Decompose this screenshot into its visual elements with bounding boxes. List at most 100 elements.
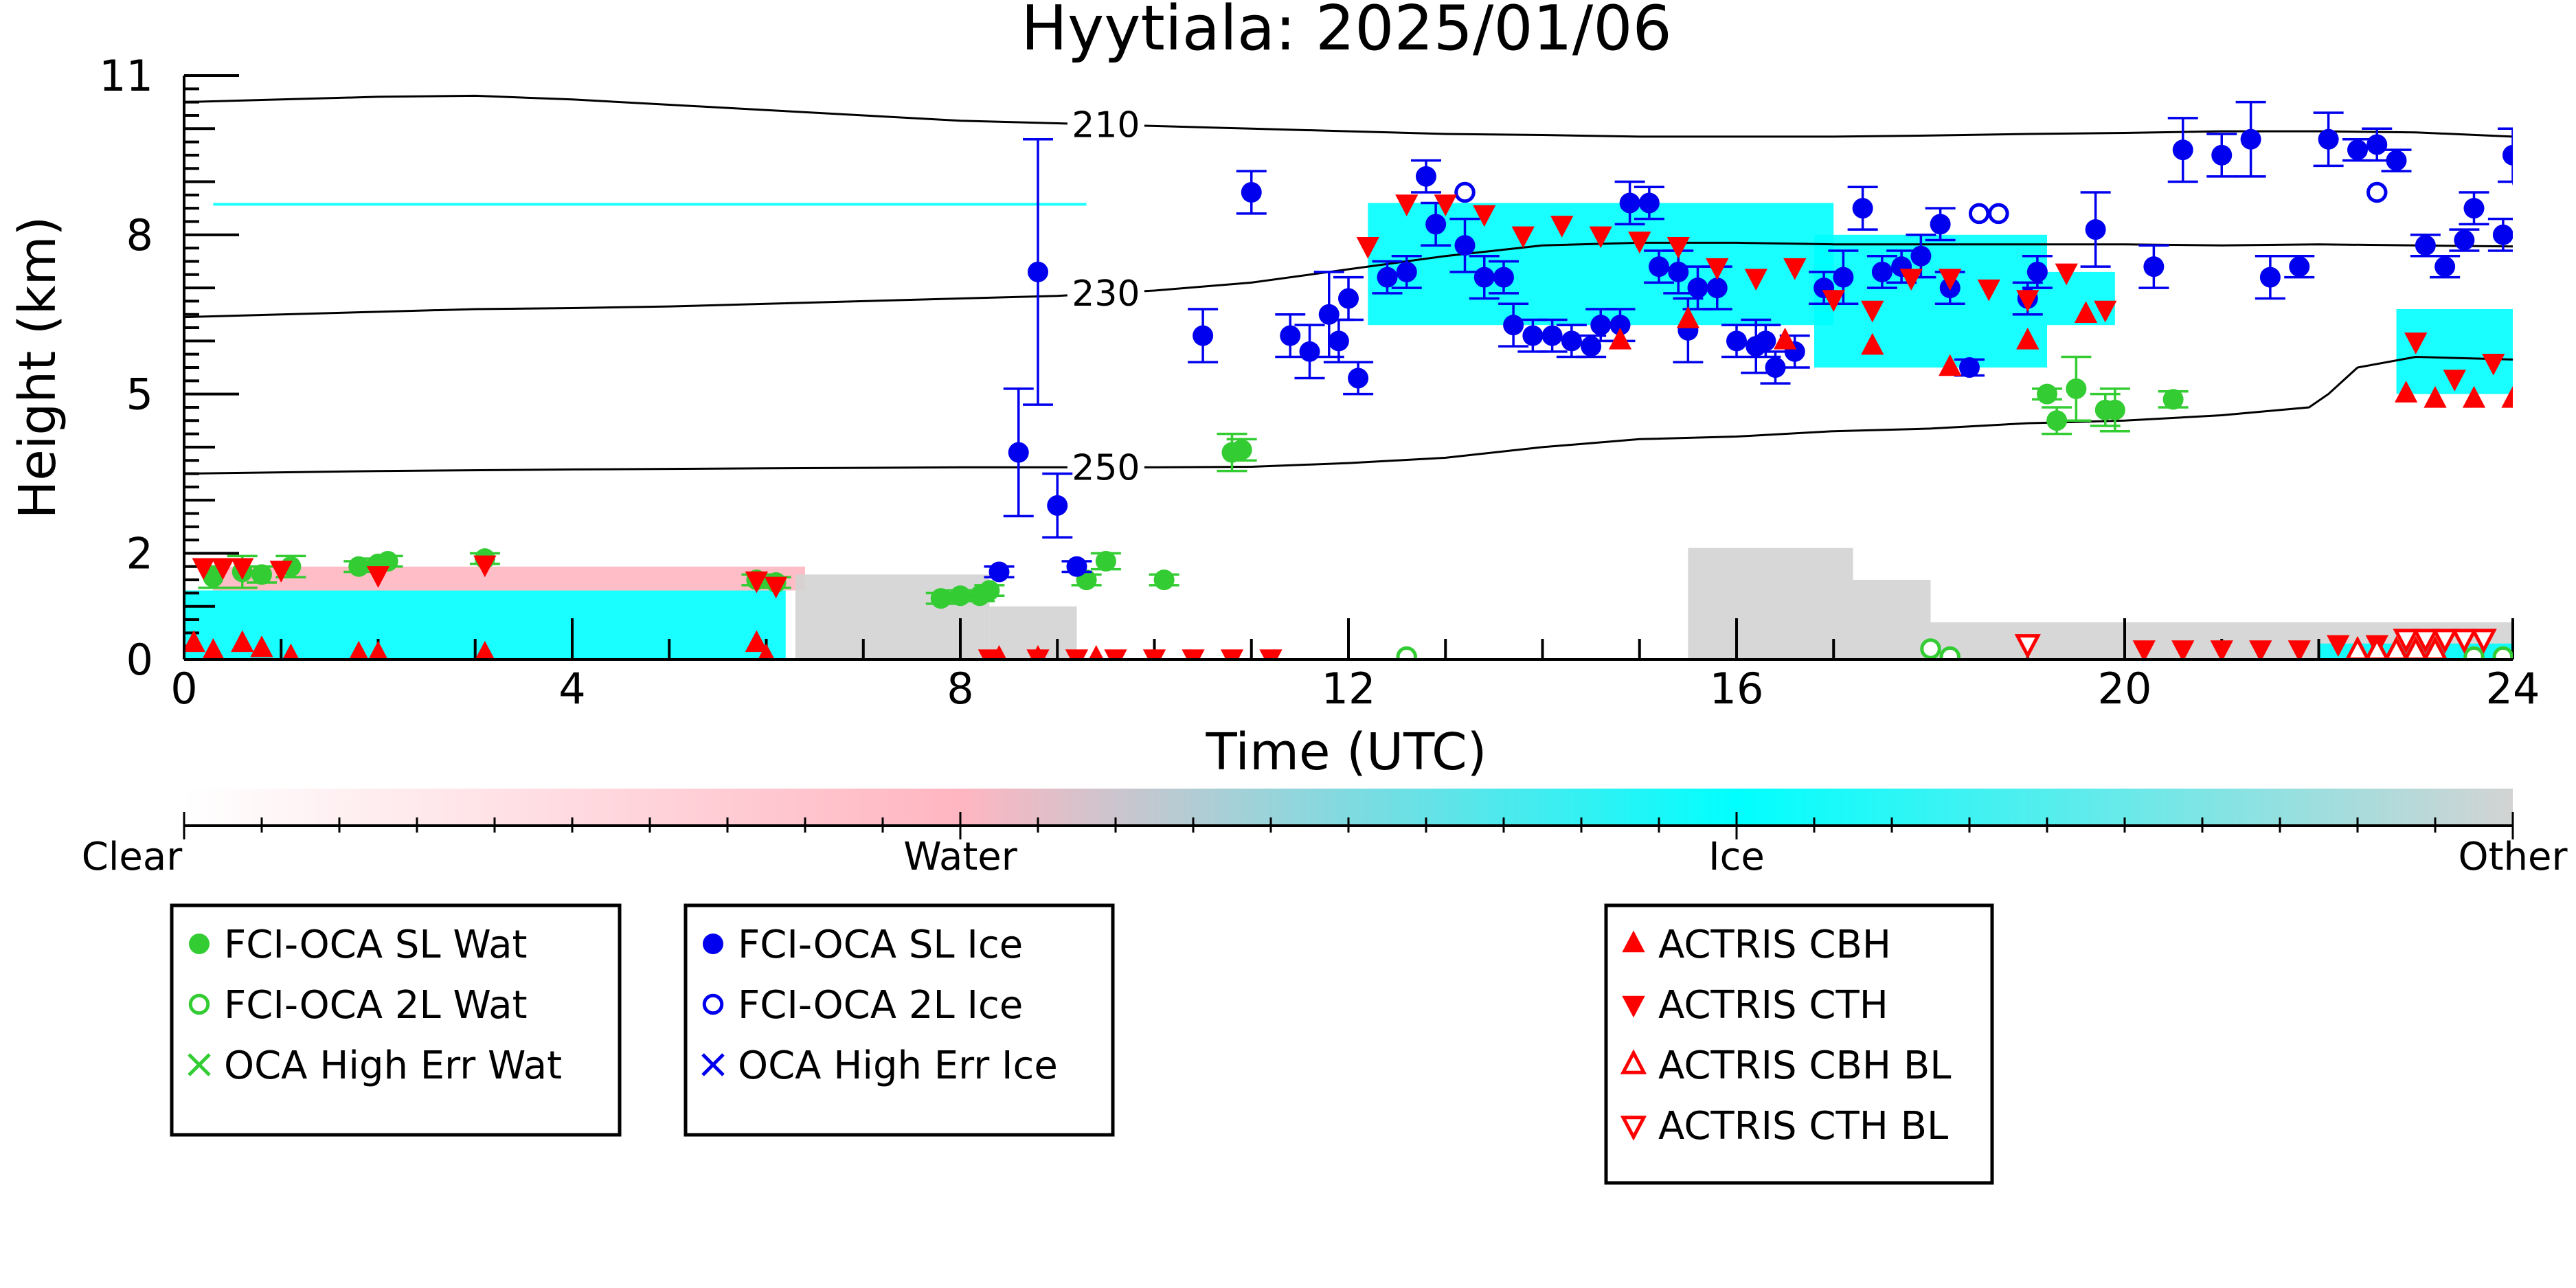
data-point (211, 558, 235, 580)
legend-entry-label: OCA High Err Ice (738, 1043, 1058, 1088)
data-point (1861, 332, 1884, 355)
data-point (979, 580, 1000, 601)
data-point (2424, 385, 2447, 408)
data-point (231, 630, 254, 653)
legend-entry-label: FCI-OCA 2L Ice (738, 983, 1023, 1028)
data-point (2055, 263, 2078, 286)
contour-line-210 (184, 94, 2513, 138)
legend-box-actris: ACTRIS CBH ACTRIS CTH ACTRIS CBH BL ACTRIS … (1604, 903, 1994, 1185)
colorbar-label-other: Other (2458, 835, 2568, 879)
x-tick-label: 12 (1322, 664, 1376, 714)
data-point (1425, 214, 1447, 235)
data-point (282, 643, 300, 659)
contour-label-210: 210 (1072, 104, 1140, 146)
data-point (2104, 399, 2125, 420)
data-point (2394, 381, 2418, 403)
data-point (1590, 315, 1612, 336)
data-point (758, 643, 775, 659)
legend-marker (1620, 1049, 1647, 1074)
data-point (251, 564, 272, 585)
data-point (1744, 269, 1767, 291)
legend-entry-label: ACTRIS CTH BL (1658, 1104, 1948, 1149)
data-point (2386, 150, 2407, 171)
data-point (1541, 325, 1563, 346)
data-point (930, 588, 951, 609)
legend-entry-label: ACTRIS CBH (1658, 923, 1891, 967)
data-point (2412, 629, 2439, 654)
data-point (1434, 194, 1457, 216)
legend-marker (703, 934, 723, 954)
data-point (192, 558, 215, 580)
data-point (1609, 315, 1631, 336)
data-point (348, 556, 370, 577)
legend-frame (683, 903, 1115, 1137)
data-point (2172, 139, 2193, 161)
data-point (1581, 336, 1602, 357)
contour-label-230: 230 (1072, 273, 1140, 315)
data-point (2211, 144, 2233, 166)
data-point (2143, 256, 2165, 278)
data-point (2502, 144, 2513, 166)
data-point (1104, 649, 1127, 659)
data-point (1977, 279, 2000, 302)
data-point (1473, 205, 1496, 227)
data-point (1299, 341, 1320, 362)
x-tick-label: 8 (947, 664, 973, 714)
data-point (2462, 385, 2486, 408)
data-point (2287, 640, 2311, 659)
data-point (2094, 300, 2117, 323)
data-point (2366, 181, 2388, 203)
data-point (1280, 325, 1301, 346)
data-point (978, 649, 1002, 659)
data-point (2085, 219, 2106, 240)
data-point (1416, 166, 1436, 187)
x-tick-label: 20 (2098, 664, 2152, 714)
data-point (1939, 354, 1962, 376)
data-point (1589, 226, 1612, 249)
data-point (1939, 269, 1962, 291)
data-point (1493, 267, 1514, 288)
data-point (2026, 261, 2048, 282)
data-point (2240, 128, 2261, 150)
data-point (1649, 256, 1669, 278)
legend-marker (188, 1053, 211, 1076)
contour-label-bg (1067, 447, 1144, 488)
data-point (2482, 354, 2505, 376)
data-point (1706, 258, 1729, 280)
data-point (2347, 139, 2368, 161)
chart-title: Hyytiala: 2025/01/06 (1021, 0, 1671, 65)
data-point (473, 555, 497, 578)
data-point (1773, 327, 1797, 350)
data-point (1822, 290, 1845, 312)
data-point (231, 558, 254, 580)
data-point (1338, 288, 1359, 309)
data-point (1008, 442, 1029, 463)
x-tick-labels: 0 4 8 12 16 20 24 (170, 664, 2540, 714)
data-point (2463, 646, 2485, 659)
legend-marker (701, 1053, 725, 1076)
data-point (2289, 256, 2310, 278)
data-point (2037, 383, 2057, 405)
data-point (1676, 306, 1700, 328)
data-point (1910, 245, 1932, 267)
data-point (269, 561, 293, 583)
data-point (1511, 226, 1535, 249)
legend-entry-label: ACTRIS CTH (1658, 983, 1888, 1028)
data-point (2524, 173, 2542, 191)
data-point (1454, 181, 1476, 203)
data-point (1522, 325, 1544, 346)
legend-entry-label: FCI-OCA 2L Wat (224, 983, 528, 1028)
legend-frame (170, 903, 622, 1137)
data-point (1348, 368, 1369, 389)
series-fci-oca-sl-wat (198, 355, 2189, 609)
data-point (1628, 231, 1651, 253)
data-point (2014, 634, 2041, 659)
background-region-other (1688, 547, 1853, 659)
legend-marker (1622, 930, 1645, 953)
legend-marker (188, 993, 210, 1015)
legend-entry-label: FCI-OCA SL Wat (224, 923, 528, 967)
x-tick-label: 24 (2486, 664, 2540, 714)
data-point (1667, 237, 1690, 259)
legend-entry-label: ACTRIS CBH BL (1658, 1043, 1951, 1088)
